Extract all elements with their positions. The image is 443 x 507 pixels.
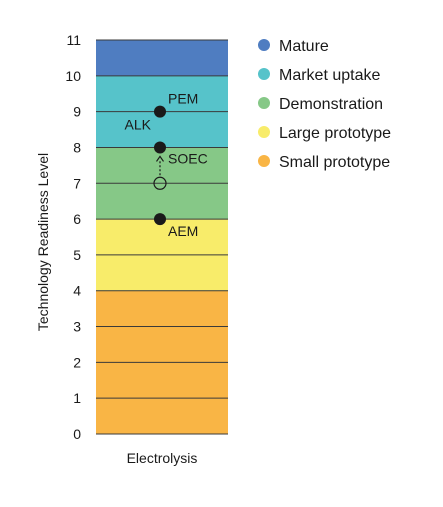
y-tick-label-0: 0 [73,426,81,442]
legend-swatch-demonstration [258,97,270,109]
legend-swatch-market-uptake [258,68,270,80]
point-soec [154,141,166,154]
y-tick-label-7: 7 [73,175,81,191]
arrow-head-0 [156,155,164,162]
band-mature [96,40,228,76]
legend-label-small-prototype: Small prototype [279,154,390,171]
point-pem [154,105,166,118]
y-tick-label-1: 1 [73,390,81,406]
legend-swatch-large-prototype [258,126,270,138]
legend-label-demonstration: Demonstration [279,96,383,113]
point-label-aem: AEM [168,223,198,239]
y-tick-label-8: 8 [73,139,81,155]
y-tick-label-3: 3 [73,319,81,335]
point-open-3 [153,176,167,190]
y-axis-title: Technology Readiness Level [35,153,51,331]
point-aem [154,213,166,226]
y-tick-label-9: 9 [73,104,81,120]
point-label-alk: ALK [125,117,152,133]
legend-swatch-small-prototype [258,155,270,167]
y-tick-label-11: 11 [66,32,81,48]
legend-label-large-prototype: Large prototype [279,125,391,142]
y-tick-label-2: 2 [73,354,81,370]
y-tick-label-6: 6 [73,211,81,227]
legend-swatch-mature [258,39,270,51]
point-label-pem: PEM [168,91,198,107]
y-tick-label-10: 10 [65,68,81,84]
point-label-soec: SOEC [168,150,208,166]
x-category-label: Electrolysis [127,450,198,466]
y-tick-label-4: 4 [73,283,81,299]
y-tick-label-5: 5 [73,247,81,263]
legend-label-mature: Mature [279,38,329,55]
legend-label-market-uptake: Market uptake [279,67,380,84]
